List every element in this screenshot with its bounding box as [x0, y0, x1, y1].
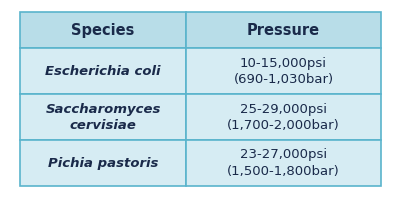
Bar: [186, 49, 381, 94]
Text: 23-27,000psi
(1,500-1,800bar): 23-27,000psi (1,500-1,800bar): [227, 148, 340, 178]
Bar: [20, 94, 186, 140]
Bar: [20, 49, 186, 94]
Text: Pressure: Pressure: [247, 23, 320, 38]
Text: Pichia pastoris: Pichia pastoris: [48, 157, 158, 170]
Text: 10-15,000psi
(690-1,030bar): 10-15,000psi (690-1,030bar): [233, 57, 334, 86]
Bar: [20, 140, 186, 186]
Text: Saccharomyces
cervisiae: Saccharomyces cervisiae: [45, 103, 161, 132]
Text: Species: Species: [71, 23, 135, 38]
Text: 25-29,000psi
(1,700-2,000bar): 25-29,000psi (1,700-2,000bar): [227, 103, 340, 132]
Bar: [186, 12, 381, 49]
Bar: [186, 140, 381, 186]
Bar: [186, 94, 381, 140]
Text: Escherichia coli: Escherichia coli: [45, 65, 161, 78]
Bar: [20, 12, 186, 49]
